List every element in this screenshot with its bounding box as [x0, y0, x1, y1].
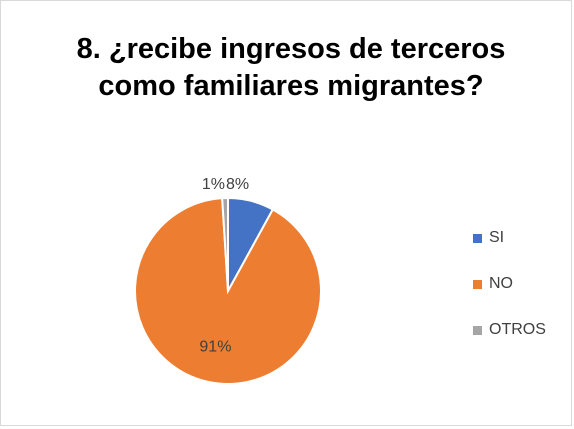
pie-slice-otros	[221, 196, 229, 292]
data-label-si: 8%	[226, 176, 249, 193]
pie-slices	[134, 196, 322, 385]
legend-swatch-si	[473, 233, 482, 243]
data-label-otros: 1%	[202, 176, 225, 193]
legend-swatch-otros	[473, 325, 482, 335]
legend-label-si: SI	[489, 229, 505, 246]
pie-slice-no	[134, 197, 322, 385]
legend-item-si: SI	[473, 226, 573, 250]
legend-swatch-no	[473, 279, 482, 289]
legend-label-no: NO	[489, 275, 513, 292]
chart-title: 8. ¿recibe ingresos de terceros como fam…	[76, 33, 506, 102]
pie-data-labels: 8% 91% 1%	[199, 176, 249, 355]
legend-label-otros: OTROS	[489, 321, 546, 338]
data-label-no: 91%	[199, 338, 231, 355]
legend: SI NO OTROS	[473, 226, 573, 364]
legend-item-no: NO	[473, 272, 573, 296]
legend-item-otros: OTROS	[473, 318, 573, 342]
